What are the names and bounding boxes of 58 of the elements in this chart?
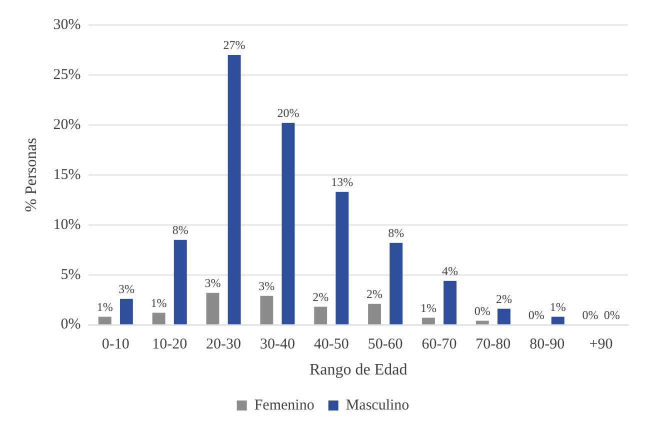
- data-label: 1%: [150, 296, 167, 310]
- data-label: 3%: [204, 276, 221, 290]
- legend-label: Femenino: [254, 397, 314, 414]
- x-tick-label: +90: [589, 336, 613, 353]
- x-tick-label: 30-40: [260, 336, 295, 353]
- data-label: 0%: [582, 308, 598, 322]
- data-label: 3%: [118, 282, 134, 296]
- bar: [206, 292, 220, 324]
- data-label: 3%: [258, 278, 275, 293]
- bar: [152, 312, 166, 324]
- data-label: 2%: [496, 292, 512, 306]
- x-tick-label: 50-60: [368, 336, 403, 353]
- data-label: 0%: [528, 308, 544, 322]
- y-tick-label: 25%: [53, 66, 81, 83]
- data-label: 8%: [388, 226, 404, 240]
- data-label: 27%: [223, 38, 246, 52]
- data-label: 4%: [442, 264, 458, 278]
- bar: [476, 320, 489, 324]
- data-label: 13%: [331, 175, 354, 190]
- bar: [260, 296, 274, 324]
- bar: [444, 280, 456, 324]
- x-tick-label: 70-80: [476, 336, 511, 353]
- bar: [497, 308, 510, 324]
- x-tick-label: 40-50: [314, 336, 349, 353]
- x-tick-label: 80-90: [530, 336, 565, 353]
- y-tick-label: 0%: [60, 316, 81, 333]
- x-tick-label: 0-10: [102, 336, 130, 353]
- x-tick-label: 10-20: [152, 336, 188, 353]
- bar: [120, 298, 133, 324]
- y-tick-label: 10%: [53, 216, 81, 233]
- x-tick-label: 60-70: [422, 336, 457, 353]
- bar: [282, 122, 295, 324]
- y-tick-label: 15%: [53, 166, 81, 183]
- y-tick-label: 5%: [60, 266, 81, 283]
- data-label: 0%: [604, 308, 620, 322]
- bar: [422, 318, 435, 324]
- bar: [390, 242, 403, 324]
- data-label: 1%: [420, 300, 436, 315]
- data-label: 2%: [366, 286, 383, 301]
- bar: [228, 54, 241, 324]
- bar: [314, 306, 328, 324]
- legend-label: Masculino: [346, 397, 410, 414]
- data-label: 8%: [172, 223, 188, 238]
- y-axis-title: % Personas: [22, 138, 40, 212]
- x-axis-title: Rango de Edad: [309, 362, 408, 379]
- data-label: 2%: [312, 290, 329, 304]
- bar: [368, 304, 381, 324]
- bar: [551, 316, 564, 324]
- bar: [98, 316, 112, 324]
- bar: [336, 192, 349, 324]
- x-tick-label: 20-30: [206, 336, 242, 353]
- data-label: 1%: [96, 300, 113, 314]
- data-label: 20%: [277, 106, 300, 120]
- data-label: 0%: [474, 304, 490, 318]
- bar: [174, 240, 187, 324]
- y-tick-label: 20%: [53, 116, 81, 133]
- y-tick-label: 30%: [53, 16, 81, 33]
- data-label: 1%: [550, 300, 566, 314]
